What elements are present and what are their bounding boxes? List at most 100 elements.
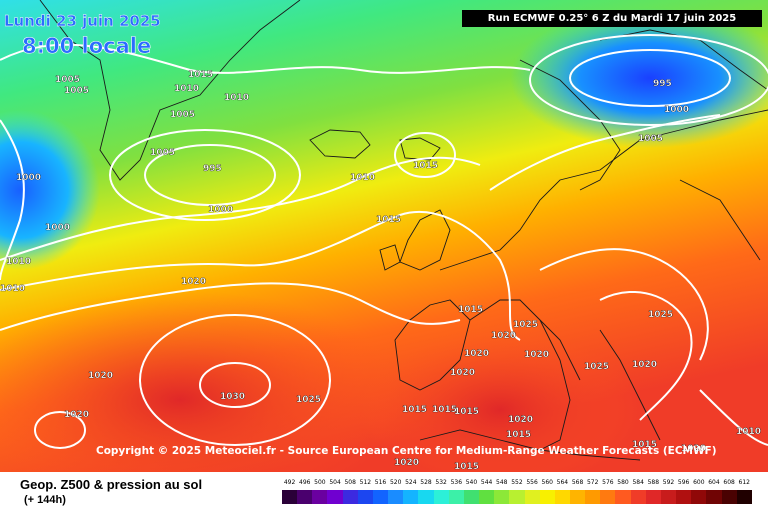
isobar-label: 1015 — [454, 407, 479, 417]
legend-swatch — [494, 490, 510, 504]
footer-bar: Geop. Z500 & pression au sol (+ 144h) 49… — [0, 472, 768, 512]
isobar-label: 1010 — [0, 284, 25, 294]
legend-swatch — [418, 490, 434, 504]
legend-tick-label: 532 — [435, 479, 447, 486]
isobar-label: 1005 — [638, 134, 663, 144]
isobar-label: 1020 — [524, 350, 549, 360]
legend-tick-label: 500 — [314, 479, 326, 486]
legend-tick-label: 504 — [329, 479, 341, 486]
map-canvas: 1005 1005 1015 1010 1010 1005 1005 995 1… — [0, 0, 768, 472]
legend-swatch — [448, 490, 464, 504]
legend-tick-label: 496 — [299, 479, 311, 486]
legend-swatch — [630, 490, 646, 504]
legend-tick-label: 548 — [496, 479, 508, 486]
legend-swatch — [539, 490, 555, 504]
isobar-label: 1020 — [64, 410, 89, 420]
legend-tick-label: 556 — [526, 479, 538, 486]
isobar-label: 1010 — [224, 93, 249, 103]
legend-tick-label: 516 — [374, 479, 387, 486]
legend-swatch — [479, 490, 495, 504]
isobar-label: 1020 — [632, 360, 657, 370]
legend-swatch — [615, 490, 631, 504]
isobar-label: 1015 — [432, 405, 457, 415]
legend-swatch — [691, 490, 707, 504]
legend-swatch — [388, 490, 404, 504]
isobar-label: 1005 — [55, 75, 80, 85]
isobar-label: 1025 — [513, 320, 538, 330]
isobar-label: 1025 — [648, 310, 673, 320]
isobar-label: 1030 — [220, 392, 245, 402]
legend-swatch — [660, 490, 677, 504]
forecast-range: (+ 144h) — [24, 494, 66, 506]
isobar-label: 1000 — [664, 105, 689, 115]
legend-tick-label: 528 — [420, 479, 432, 486]
legend-swatch — [463, 490, 480, 504]
isobar-label: 1015 — [188, 70, 213, 80]
isobar-label: 1010 — [736, 427, 761, 437]
legend-tick-label: 508 — [344, 479, 356, 486]
isobar-label: 1020 — [394, 458, 419, 468]
legend-swatch — [403, 490, 419, 504]
legend-swatch — [327, 490, 343, 504]
legend-tick-label: 588 — [647, 479, 660, 486]
legend-tick-label: 580 — [617, 479, 629, 486]
legend-tick-label: 596 — [677, 479, 690, 486]
legend-tick-label: 544 — [480, 479, 493, 486]
forecast-time: 8:00 locale — [22, 34, 152, 59]
legend-swatch — [372, 490, 389, 504]
ridge-atlantic — [0, 290, 410, 472]
legend-swatch — [554, 490, 570, 504]
isobar-label: 1020 — [464, 349, 489, 359]
isobar-labels: 1005 1005 1015 1010 1010 1005 1005 995 1… — [0, 70, 761, 472]
legend-tick-label: 524 — [405, 479, 417, 486]
isobar-label: 1015 — [454, 462, 479, 472]
isobar-label: 1010 — [6, 257, 31, 267]
weather-map: 1005 1005 1015 1010 1010 1005 1005 995 1… — [0, 0, 768, 472]
legend-swatch — [676, 490, 692, 504]
legend-tick-label: 536 — [450, 479, 463, 486]
isobar-label: 995 — [203, 164, 222, 174]
legend-tick-label: 592 — [662, 479, 675, 486]
product-title: Geop. Z500 & pression au sol — [20, 477, 203, 492]
isobar-label: 1005 — [170, 110, 195, 120]
legend-swatch — [524, 490, 540, 504]
model-run-info: Run ECMWF 0.25° 6 Z du Mardi 17 juin 202… — [462, 10, 762, 27]
legend-swatch — [600, 490, 616, 504]
legend-tick-label: 584 — [632, 479, 644, 486]
isobar-label: 1020 — [681, 444, 706, 454]
coastlines — [39, 0, 768, 461]
isobar-label: 1015 — [402, 405, 427, 415]
legend-tick-label: 560 — [541, 479, 553, 486]
isobar-label: 1015 — [413, 161, 438, 171]
isobar-label: 1020 — [181, 277, 206, 287]
legend-tick-label: 492 — [283, 479, 296, 486]
legend-tick-label: 612 — [738, 479, 750, 486]
forecast-date: Lundi 23 juin 2025 — [4, 12, 161, 30]
isobar-label: 1010 — [174, 84, 199, 94]
trough-labrador — [0, 110, 100, 270]
isobar-label: 1025 — [584, 362, 609, 372]
color-scale-legend: 492 496 500 504 508 512 516 520 524 528 532 536 540 5… — [282, 478, 752, 504]
isobar-label: 1005 — [150, 148, 175, 158]
isobar-label: 1020 — [88, 371, 113, 381]
legend-swatch — [706, 490, 722, 504]
legend-tick-label: 552 — [511, 479, 523, 486]
isobar-label: 1015 — [506, 430, 531, 440]
legend-swatch — [645, 490, 661, 504]
legend-swatch — [509, 490, 525, 504]
legend-swatch — [585, 490, 601, 504]
legend-tick-label: 576 — [602, 479, 614, 486]
ridge-iberia — [360, 330, 640, 472]
isobar-label: 1005 — [64, 86, 89, 96]
legend-tick-label: 540 — [465, 479, 478, 486]
copyright-notice: Copyright © 2025 Meteociel.fr - Source E… — [96, 445, 717, 457]
legend-swatch — [569, 490, 586, 504]
isobar-label: 995 — [653, 79, 672, 89]
isobar-label: 1015 — [376, 215, 401, 225]
legend-swatch — [297, 490, 313, 504]
isobar-label: 1025 — [296, 395, 321, 405]
isobar-label: 1000 — [16, 173, 41, 183]
legend-tick-label: 600 — [693, 479, 705, 486]
isobar-label: 1000 — [45, 223, 70, 233]
isobar-label: 1020 — [450, 368, 475, 378]
